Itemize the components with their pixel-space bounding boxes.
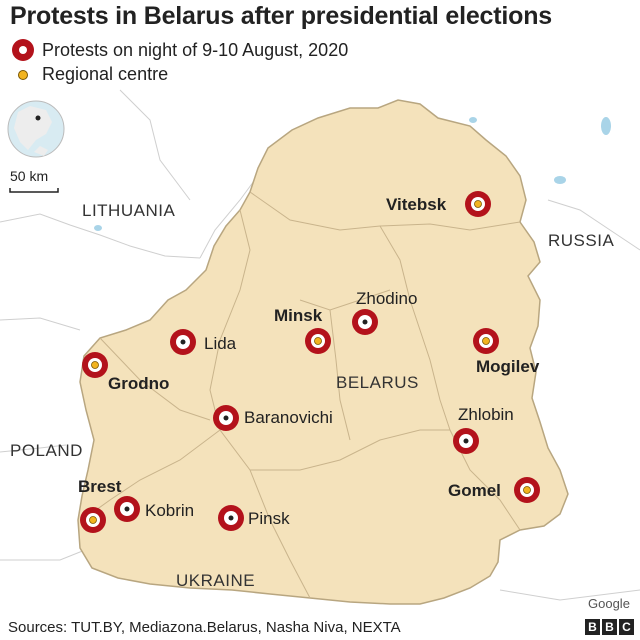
city-marker-lida <box>170 329 196 355</box>
country-belarus: BELARUS <box>336 373 419 392</box>
city-markers <box>80 191 540 533</box>
city-marker-mogilev <box>473 328 499 354</box>
city-label-minsk: Minsk <box>274 306 323 325</box>
city-marker-minsk <box>305 328 331 354</box>
city-label-vitebsk: Vitebsk <box>386 195 447 214</box>
country-ukraine: UKRAINE <box>176 571 256 590</box>
town-dot <box>223 415 229 421</box>
regional-centre-dot <box>482 337 490 345</box>
city-label-brest: Brest <box>78 477 122 496</box>
city-marker-zhlobin <box>453 428 479 454</box>
footer: Sources: TUT.BY, Mediazona.Belarus, Nash… <box>0 614 640 640</box>
city-marker-pinsk <box>218 505 244 531</box>
city-label-pinsk: Pinsk <box>248 509 290 528</box>
bbc-logo-letter: C <box>619 619 634 635</box>
town-dot <box>362 319 368 325</box>
page-title: Protests in Belarus after presidential e… <box>10 2 552 30</box>
sources-text: Sources: TUT.BY, Mediazona.Belarus, Nash… <box>8 619 401 636</box>
regional-centre-dot <box>523 486 531 494</box>
regional-centre-dot <box>474 200 482 208</box>
city-label-lida: Lida <box>204 334 237 353</box>
city-label-mogilev: Mogilev <box>476 357 540 376</box>
city-marker-grodno <box>82 352 108 378</box>
city-marker-gomel <box>514 477 540 503</box>
city-marker-kobrin <box>114 496 140 522</box>
legend-regional-centre: Regional centre <box>10 64 168 85</box>
regional-centre-dot <box>91 361 99 369</box>
city-marker-brest <box>80 507 106 533</box>
country-lithuania: LITHUANIA <box>82 201 176 220</box>
city-label-baranovichi: Baranovichi <box>244 408 333 427</box>
map-attribution: Google <box>588 596 630 611</box>
city-label-zhlobin: Zhlobin <box>458 405 514 424</box>
city-label-gomel: Gomel <box>448 481 501 500</box>
country-russia: RUSSIA <box>548 231 615 250</box>
city-label-kobrin: Kobrin <box>145 501 195 520</box>
bbc-logo-letter: B <box>602 619 617 635</box>
protest-marker-icon <box>10 38 36 62</box>
globe-locator-icon <box>7 100 65 158</box>
city-label-zhodino: Zhodino <box>356 289 418 308</box>
scale-label: 50 km <box>10 168 49 184</box>
scale-bar <box>9 188 59 193</box>
country-poland: POLAND <box>10 441 83 460</box>
town-dot <box>124 506 130 512</box>
town-dot <box>180 339 186 345</box>
town-dot <box>228 515 234 521</box>
regional-centre-dot-icon <box>10 69 36 81</box>
regional-centre-dot <box>89 516 97 524</box>
city-marker-zhodino <box>352 309 378 335</box>
neighbour-borders <box>0 89 640 601</box>
region-borders <box>81 191 521 599</box>
legend-centre-label: Regional centre <box>42 64 169 84</box>
bbc-logo: B B C <box>585 619 634 635</box>
regional-centre-dot <box>314 337 322 345</box>
legend-protests: Protests on night of 9-10 August, 2020 <box>10 38 348 62</box>
bbc-logo-letter: B <box>585 619 600 635</box>
city-label-grodno: Grodno <box>108 374 170 393</box>
city-marker-vitebsk <box>465 191 491 217</box>
city-marker-baranovichi <box>213 405 239 431</box>
legend-protests-label: Protests on night of 9-10 August, 2020 <box>42 39 349 60</box>
town-dot <box>463 438 469 444</box>
